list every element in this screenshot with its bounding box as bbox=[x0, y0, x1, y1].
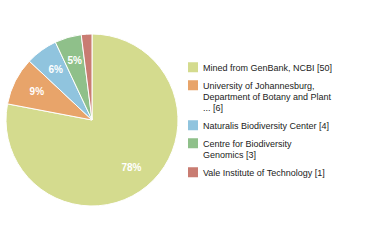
legend-label: Naturalis Biodiversity Center [4] bbox=[203, 121, 329, 131]
data-labels: 78% 9%6% 5% bbox=[30, 55, 142, 173]
legend-label: Centre for BiodiversityGenomics [3] bbox=[203, 139, 292, 160]
legend-label: Vale Institute of Technology [1] bbox=[203, 168, 325, 178]
data-label: 5% bbox=[67, 55, 82, 66]
legend-swatch bbox=[188, 62, 198, 72]
legend-label-line: Vale Institute of Technology [1] bbox=[203, 168, 325, 178]
legend-label-line: Department of Botany and Plant bbox=[203, 92, 332, 102]
legend-label-line: University of Johannesburg, bbox=[203, 81, 315, 91]
slice bbox=[55, 35, 92, 120]
pie bbox=[6, 34, 178, 206]
chart: 78% 9%6% 5% Mined from GenBank, NCBI [50] Un… bbox=[0, 0, 380, 240]
legend-label: Mined from GenBank, NCBI [50] bbox=[203, 63, 332, 73]
legend-label-line: Naturalis Biodiversity Center [4] bbox=[203, 121, 329, 131]
legend: Mined from GenBank, NCBI [50] University … bbox=[188, 62, 332, 178]
legend-label: University of Johannesburg,Department of… bbox=[203, 81, 332, 113]
legend-label-line: ... [6] bbox=[203, 103, 223, 113]
data-label: 9% bbox=[30, 86, 45, 97]
legend-swatch bbox=[188, 120, 198, 130]
slice bbox=[6, 34, 178, 206]
data-label: 78% bbox=[121, 162, 141, 173]
legend-label-line: Genomics [3] bbox=[203, 150, 256, 160]
data-label: 6% bbox=[48, 64, 63, 75]
slice bbox=[81, 34, 92, 120]
legend-swatch bbox=[188, 80, 198, 90]
legend-swatch bbox=[188, 167, 198, 177]
legend-label-line: Mined from GenBank, NCBI [50] bbox=[203, 63, 332, 73]
legend-label-line: Centre for Biodiversity bbox=[203, 139, 292, 149]
legend-swatch bbox=[188, 138, 198, 148]
